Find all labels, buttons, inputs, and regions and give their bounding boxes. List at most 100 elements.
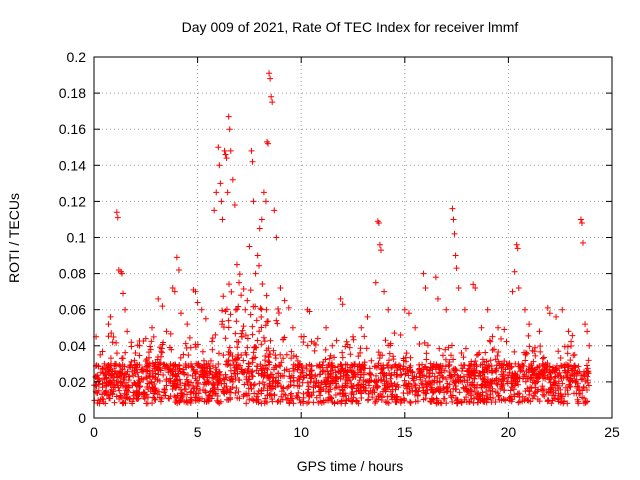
data-point: [482, 349, 489, 356]
data-point: [182, 380, 189, 387]
data-point: [157, 344, 164, 351]
data-point: [155, 295, 162, 302]
data-point: [223, 389, 230, 396]
data-point: [382, 386, 389, 393]
data-point: [254, 363, 261, 370]
data-point: [123, 371, 130, 378]
data-point: [293, 353, 300, 360]
data-point: [113, 339, 120, 346]
data-point: [586, 342, 593, 349]
data-point: [460, 385, 467, 392]
data-point: [103, 387, 110, 394]
data-point: [270, 347, 277, 354]
data-point: [418, 380, 425, 387]
data-point: [163, 362, 170, 369]
data-point: [568, 338, 575, 345]
data-point: [94, 399, 101, 406]
data-point: [372, 382, 379, 389]
data-point: [127, 395, 134, 402]
data-point: [434, 379, 441, 386]
data-point: [110, 334, 117, 341]
data-point: [394, 367, 401, 374]
data-point: [303, 365, 310, 372]
data-point: [377, 370, 384, 377]
data-point: [503, 338, 510, 345]
data-point: [385, 357, 392, 364]
data-point: [487, 387, 494, 394]
data-point: [404, 367, 411, 374]
data-point: [209, 338, 216, 345]
data-point: [453, 400, 460, 407]
data-point: [324, 368, 331, 375]
data-point: [258, 341, 265, 348]
data-point: [151, 395, 158, 402]
data-point: [258, 306, 265, 313]
data-point: [192, 344, 199, 351]
data-point: [277, 285, 284, 292]
data-point: [357, 349, 364, 356]
data-point: [143, 384, 150, 391]
data-point: [495, 376, 502, 383]
data-point: [246, 243, 253, 250]
data-point: [555, 398, 562, 405]
data-point: [294, 394, 301, 401]
data-point: [233, 261, 240, 268]
data-point: [256, 262, 263, 269]
data-point: [234, 306, 241, 313]
data-point: [202, 315, 209, 322]
data-point: [389, 363, 396, 370]
data-point: [562, 369, 569, 376]
data-point: [450, 378, 457, 385]
data-point: [283, 351, 290, 358]
data-point: [564, 362, 571, 369]
data-point: [381, 382, 388, 389]
data-point: [343, 338, 350, 345]
data-point: [245, 376, 252, 383]
data-point: [547, 384, 554, 391]
data-point: [155, 366, 162, 373]
data-point: [331, 399, 338, 406]
data-point: [235, 388, 242, 395]
data-point: [391, 330, 398, 337]
data-point: [375, 220, 382, 227]
data-point: [342, 392, 349, 399]
data-point: [522, 349, 529, 356]
data-point: [135, 391, 142, 398]
x-tick-label: 5: [194, 424, 202, 440]
data-point: [99, 391, 106, 398]
data-point: [362, 378, 369, 385]
data-point: [416, 340, 423, 347]
data-point: [238, 352, 245, 359]
data-point: [209, 346, 216, 353]
data-point: [442, 346, 449, 353]
data-point: [238, 366, 245, 373]
data-point: [479, 382, 486, 389]
y-tick-label: 0.16: [59, 121, 86, 137]
data-point: [253, 317, 260, 324]
data-point: [184, 391, 191, 398]
data-point: [308, 338, 315, 345]
data-point: [253, 344, 260, 351]
data-point: [170, 363, 177, 370]
data-point: [438, 400, 445, 407]
data-point: [532, 344, 539, 351]
data-point: [233, 384, 240, 391]
data-point: [128, 343, 135, 350]
data-point: [375, 349, 382, 356]
data-point: [473, 362, 480, 369]
data-point: [515, 399, 522, 406]
data-point: [147, 388, 154, 395]
data-point: [308, 375, 315, 382]
data-point: [377, 247, 384, 254]
data-point: [249, 359, 256, 366]
data-point: [463, 394, 470, 401]
data-point: [328, 395, 335, 402]
data-point: [135, 373, 142, 380]
data-point: [404, 390, 411, 397]
data-point: [105, 392, 112, 399]
data-point: [453, 265, 460, 272]
data-point: [258, 372, 265, 379]
data-point: [458, 350, 465, 357]
data-point: [146, 380, 153, 387]
data-point: [134, 362, 141, 369]
